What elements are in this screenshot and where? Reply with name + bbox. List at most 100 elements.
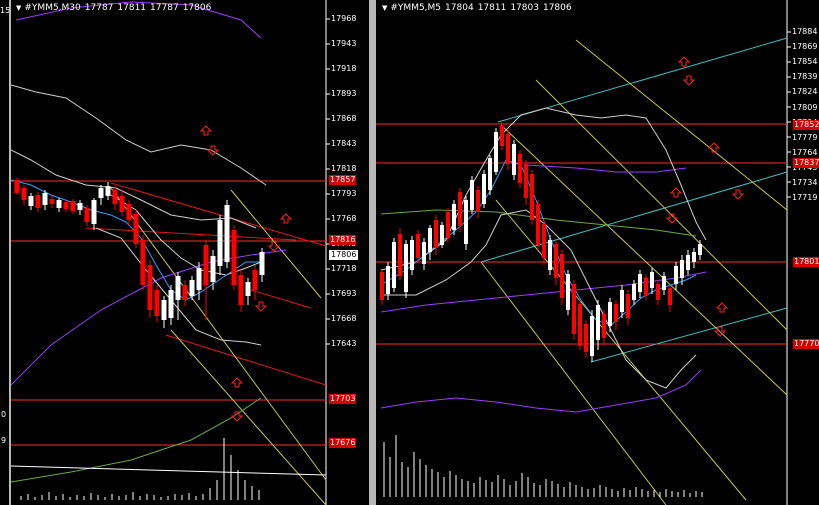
m30-volume-baseline: [11, 465, 327, 476]
m5-candle-body: [638, 274, 642, 292]
up-arrow-marker-icon: [230, 377, 244, 388]
m30-candle-body: [112, 190, 118, 204]
m5-candle-body: [518, 154, 522, 183]
m30-candle-body: [217, 220, 223, 266]
m5-candle-body: [494, 132, 498, 172]
m30-price-label: 17918: [331, 64, 357, 73]
m30-channel-red-line: [165, 334, 327, 386]
up-arrow-marker-icon: [279, 213, 293, 224]
m5-candle-body: [572, 284, 576, 334]
m5-candle-body: [584, 324, 588, 352]
m30-candle-body: [126, 204, 132, 220]
m5-price-label: 17764: [792, 147, 818, 157]
m5-level-tag-2: 17837: [793, 158, 819, 168]
m30-chart-canvas[interactable]: [11, 0, 369, 505]
m30-price-label: 17693: [331, 289, 357, 298]
m30-price-label: 17943: [331, 39, 357, 48]
m30-envelope-lower: [95, 227, 262, 346]
m5-candle-body: [440, 225, 444, 245]
m5-candle-body: [476, 190, 480, 212]
m5-candle-body: [482, 174, 486, 204]
m30-candle-body: [238, 275, 244, 305]
m30-candle-body: [42, 193, 48, 205]
m30-candle-body: [91, 200, 97, 224]
m5-ma-green: [380, 209, 697, 237]
m30-candle-body: [182, 285, 188, 300]
m5-channel-cyan-line: [590, 307, 788, 363]
down-arrow-marker-icon: [206, 145, 220, 156]
left-edge-strip: 15 0 9: [0, 0, 9, 505]
m30-price-label: 17793: [331, 189, 357, 198]
m30-candle-body: [252, 270, 258, 290]
window-separator-middle[interactable]: [369, 0, 376, 505]
m5-candle-body: [542, 224, 546, 258]
m5-price-label: 17869: [792, 42, 818, 52]
up-arrow-marker-icon: [669, 187, 683, 198]
m5-candle-body: [506, 134, 510, 164]
m5-candle-body: [470, 180, 474, 210]
m30-envelope-mid: [11, 149, 257, 229]
m30-candle-body: [56, 200, 62, 208]
m30-candle-body: [140, 240, 146, 285]
edge-label-low: 9: [1, 436, 7, 445]
m5-candle-body: [686, 255, 690, 270]
window-separator-left[interactable]: [9, 0, 11, 505]
m30-low: 17787: [150, 3, 179, 13]
edge-label-top: 15: [0, 6, 9, 15]
m30-envelope-inner: [110, 194, 262, 276]
m30-high: 17811: [117, 3, 147, 13]
m5-symbol: #YMM5,M5: [390, 3, 442, 13]
m5-candle-body: [590, 316, 594, 356]
m30-price-label: 17643: [331, 339, 357, 348]
m5-price-label: 17809: [792, 102, 818, 112]
m30-candle-body: [35, 195, 41, 208]
down-arrow-marker-icon: [682, 75, 696, 86]
m5-candle-body: [656, 284, 660, 300]
m30-candle-body: [175, 276, 181, 300]
m5-candle-body: [398, 234, 402, 276]
m5-candle-body: [488, 158, 492, 190]
m30-candle-body: [231, 230, 237, 285]
m30-candle-body: [154, 290, 160, 316]
m5-candle-body: [608, 302, 612, 326]
m5-low: 17803: [510, 3, 539, 13]
chart-window-m30[interactable]: ▼ #YMM5,M30 17787 17811 17787 17806 17968 1794…: [11, 0, 369, 505]
m5-chart-title: ▼ #YMM5,M5 17804 17811 17803 17806: [382, 3, 572, 13]
m30-candle-body: [84, 208, 90, 222]
m30-candle-body: [98, 188, 104, 198]
m5-open: 17804: [445, 3, 474, 13]
m30-current-price-tag: 17806: [329, 250, 359, 260]
m5-candle-body: [602, 314, 606, 338]
m5-chart-canvas[interactable]: [376, 0, 819, 505]
down-arrow-marker-icon: [665, 213, 679, 224]
m5-candle-body: [452, 204, 456, 230]
m30-price-label: 17893: [331, 89, 357, 98]
m5-candle-body: [626, 294, 630, 318]
m30-candle-body: [196, 268, 202, 290]
m5-level-tag-3: 17801: [793, 257, 819, 267]
m5-close: 17806: [542, 3, 572, 13]
m5-candle-body: [548, 240, 552, 270]
chart-window-m5[interactable]: ▼ #YMM5,M5 17804 17811 17803 17806 17884 17869…: [376, 0, 819, 505]
m5-candle-body: [404, 244, 408, 292]
m5-candle-body: [614, 304, 618, 322]
m5-candle-body: [620, 290, 624, 312]
up-arrow-marker-icon: [707, 142, 721, 153]
m30-candle-body: [28, 196, 34, 206]
m30-candle-body: [21, 188, 27, 200]
chart-menu-arrow-icon[interactable]: ▼: [382, 4, 388, 12]
m5-candle-body: [632, 284, 636, 300]
m5-candle-body: [596, 305, 600, 340]
m30-candle-body: [133, 214, 139, 244]
m5-price-label: 17779: [792, 132, 818, 142]
m5-price-label: 17734: [792, 178, 818, 187]
m5-candle-body: [512, 144, 516, 175]
m5-level-tag-1: 17852: [793, 120, 819, 130]
m5-candle-body: [536, 204, 540, 245]
m5-candle-body: [410, 240, 414, 270]
m30-candle-body: [189, 280, 195, 296]
m30-candle-body: [14, 180, 20, 193]
chart-menu-arrow-icon[interactable]: ▼: [16, 4, 22, 12]
m5-channel-yellow-line: [480, 261, 667, 505]
m5-candle-body: [380, 272, 384, 300]
